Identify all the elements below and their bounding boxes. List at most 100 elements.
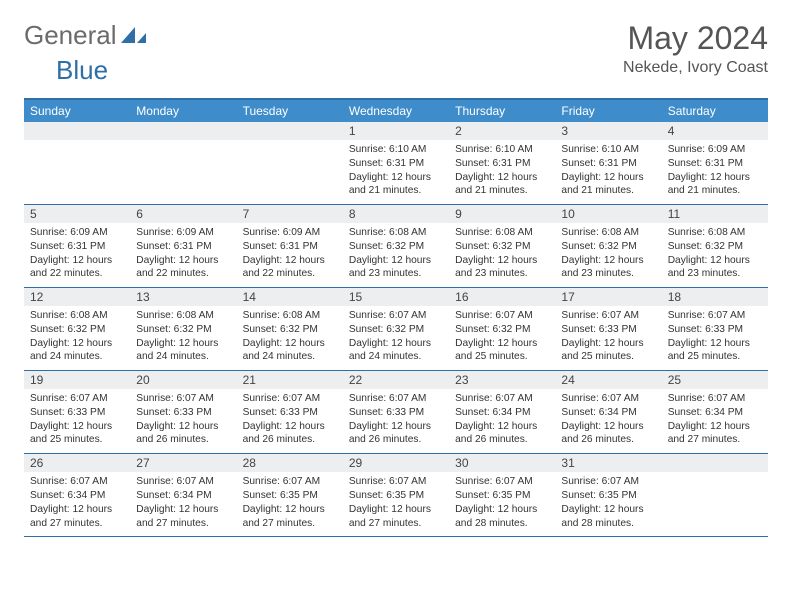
calendar: SundayMondayTuesdayWednesdayThursdayFrid… [24, 98, 768, 537]
day-body: Sunrise: 6:09 AMSunset: 6:31 PMDaylight:… [237, 223, 343, 287]
daylight-line: Daylight: 12 hours and 27 minutes. [243, 503, 337, 531]
daylight-line: Daylight: 12 hours and 24 minutes. [30, 337, 124, 365]
daylight-line: Daylight: 12 hours and 27 minutes. [30, 503, 124, 531]
daylight-line: Daylight: 12 hours and 22 minutes. [30, 254, 124, 282]
sunrise-line: Sunrise: 6:07 AM [455, 309, 549, 323]
sunrise-line: Sunrise: 6:08 AM [136, 309, 230, 323]
day-body: Sunrise: 6:07 AMSunset: 6:33 PMDaylight:… [662, 306, 768, 370]
sunrise-line: Sunrise: 6:09 AM [30, 226, 124, 240]
week-row: 1Sunrise: 6:10 AMSunset: 6:31 PMDaylight… [24, 122, 768, 205]
day-number: 26 [24, 454, 130, 472]
day-cell: 11Sunrise: 6:08 AMSunset: 6:32 PMDayligh… [662, 205, 768, 287]
day-body: Sunrise: 6:07 AMSunset: 6:35 PMDaylight:… [449, 472, 555, 536]
sunrise-line: Sunrise: 6:07 AM [561, 475, 655, 489]
sunrise-line: Sunrise: 6:07 AM [455, 392, 549, 406]
day-body: Sunrise: 6:08 AMSunset: 6:32 PMDaylight:… [555, 223, 661, 287]
day-number [662, 454, 768, 472]
daylight-line: Daylight: 12 hours and 27 minutes. [349, 503, 443, 531]
sunrise-line: Sunrise: 6:08 AM [668, 226, 762, 240]
daylight-line: Daylight: 12 hours and 25 minutes. [561, 337, 655, 365]
day-cell: 13Sunrise: 6:08 AMSunset: 6:32 PMDayligh… [130, 288, 236, 370]
sunset-line: Sunset: 6:31 PM [668, 157, 762, 171]
day-number: 24 [555, 371, 661, 389]
sunrise-line: Sunrise: 6:07 AM [668, 309, 762, 323]
sunrise-line: Sunrise: 6:07 AM [349, 392, 443, 406]
sunset-line: Sunset: 6:31 PM [30, 240, 124, 254]
day-number [237, 122, 343, 140]
daylight-line: Daylight: 12 hours and 21 minutes. [349, 171, 443, 199]
sunset-line: Sunset: 6:32 PM [30, 323, 124, 337]
day-header: Friday [555, 100, 661, 122]
sunset-line: Sunset: 6:32 PM [668, 240, 762, 254]
sunset-line: Sunset: 6:35 PM [561, 489, 655, 503]
day-cell: 14Sunrise: 6:08 AMSunset: 6:32 PMDayligh… [237, 288, 343, 370]
day-body: Sunrise: 6:07 AMSunset: 6:32 PMDaylight:… [449, 306, 555, 370]
daylight-line: Daylight: 12 hours and 25 minutes. [668, 337, 762, 365]
sunset-line: Sunset: 6:32 PM [136, 323, 230, 337]
day-cell [237, 122, 343, 204]
sunrise-line: Sunrise: 6:08 AM [349, 226, 443, 240]
daylight-line: Daylight: 12 hours and 24 minutes. [136, 337, 230, 365]
sunrise-line: Sunrise: 6:08 AM [455, 226, 549, 240]
day-body: Sunrise: 6:07 AMSunset: 6:33 PMDaylight:… [24, 389, 130, 453]
sunset-line: Sunset: 6:31 PM [243, 240, 337, 254]
day-cell: 12Sunrise: 6:08 AMSunset: 6:32 PMDayligh… [24, 288, 130, 370]
day-number: 10 [555, 205, 661, 223]
day-number: 25 [662, 371, 768, 389]
daylight-line: Daylight: 12 hours and 28 minutes. [561, 503, 655, 531]
day-number: 16 [449, 288, 555, 306]
daylight-line: Daylight: 12 hours and 26 minutes. [561, 420, 655, 448]
sunrise-line: Sunrise: 6:10 AM [455, 143, 549, 157]
daylight-line: Daylight: 12 hours and 26 minutes. [455, 420, 549, 448]
sunset-line: Sunset: 6:33 PM [30, 406, 124, 420]
sunrise-line: Sunrise: 6:07 AM [349, 475, 443, 489]
sunrise-line: Sunrise: 6:08 AM [243, 309, 337, 323]
day-number: 14 [237, 288, 343, 306]
daylight-line: Daylight: 12 hours and 23 minutes. [668, 254, 762, 282]
sunset-line: Sunset: 6:32 PM [349, 323, 443, 337]
sunrise-line: Sunrise: 6:10 AM [349, 143, 443, 157]
day-body: Sunrise: 6:07 AMSunset: 6:35 PMDaylight:… [237, 472, 343, 536]
day-cell: 17Sunrise: 6:07 AMSunset: 6:33 PMDayligh… [555, 288, 661, 370]
week-row: 26Sunrise: 6:07 AMSunset: 6:34 PMDayligh… [24, 454, 768, 537]
sunset-line: Sunset: 6:35 PM [349, 489, 443, 503]
sunrise-line: Sunrise: 6:08 AM [30, 309, 124, 323]
sunset-line: Sunset: 6:32 PM [349, 240, 443, 254]
day-header: Thursday [449, 100, 555, 122]
day-body: Sunrise: 6:10 AMSunset: 6:31 PMDaylight:… [449, 140, 555, 204]
day-body [24, 140, 130, 149]
day-body: Sunrise: 6:07 AMSunset: 6:35 PMDaylight:… [343, 472, 449, 536]
daylight-line: Daylight: 12 hours and 24 minutes. [243, 337, 337, 365]
day-cell: 30Sunrise: 6:07 AMSunset: 6:35 PMDayligh… [449, 454, 555, 536]
day-number: 17 [555, 288, 661, 306]
logo-sail-icon [121, 25, 147, 50]
daylight-line: Daylight: 12 hours and 26 minutes. [349, 420, 443, 448]
sunset-line: Sunset: 6:31 PM [136, 240, 230, 254]
day-number: 29 [343, 454, 449, 472]
sunrise-line: Sunrise: 6:07 AM [136, 392, 230, 406]
daylight-line: Daylight: 12 hours and 26 minutes. [136, 420, 230, 448]
day-number: 1 [343, 122, 449, 140]
day-number: 20 [130, 371, 236, 389]
sunset-line: Sunset: 6:31 PM [561, 157, 655, 171]
day-cell: 1Sunrise: 6:10 AMSunset: 6:31 PMDaylight… [343, 122, 449, 204]
daylight-line: Daylight: 12 hours and 21 minutes. [455, 171, 549, 199]
week-row: 19Sunrise: 6:07 AMSunset: 6:33 PMDayligh… [24, 371, 768, 454]
day-number [130, 122, 236, 140]
logo-word2: Blue [56, 55, 108, 85]
day-cell: 10Sunrise: 6:08 AMSunset: 6:32 PMDayligh… [555, 205, 661, 287]
day-number: 7 [237, 205, 343, 223]
day-number: 9 [449, 205, 555, 223]
sunset-line: Sunset: 6:34 PM [668, 406, 762, 420]
daylight-line: Daylight: 12 hours and 27 minutes. [136, 503, 230, 531]
day-body [662, 472, 768, 481]
day-cell: 2Sunrise: 6:10 AMSunset: 6:31 PMDaylight… [449, 122, 555, 204]
day-header: Sunday [24, 100, 130, 122]
sunset-line: Sunset: 6:34 PM [30, 489, 124, 503]
day-header: Saturday [662, 100, 768, 122]
day-cell: 6Sunrise: 6:09 AMSunset: 6:31 PMDaylight… [130, 205, 236, 287]
week-row: 12Sunrise: 6:08 AMSunset: 6:32 PMDayligh… [24, 288, 768, 371]
day-cell: 18Sunrise: 6:07 AMSunset: 6:33 PMDayligh… [662, 288, 768, 370]
day-cell: 7Sunrise: 6:09 AMSunset: 6:31 PMDaylight… [237, 205, 343, 287]
day-body: Sunrise: 6:10 AMSunset: 6:31 PMDaylight:… [343, 140, 449, 204]
